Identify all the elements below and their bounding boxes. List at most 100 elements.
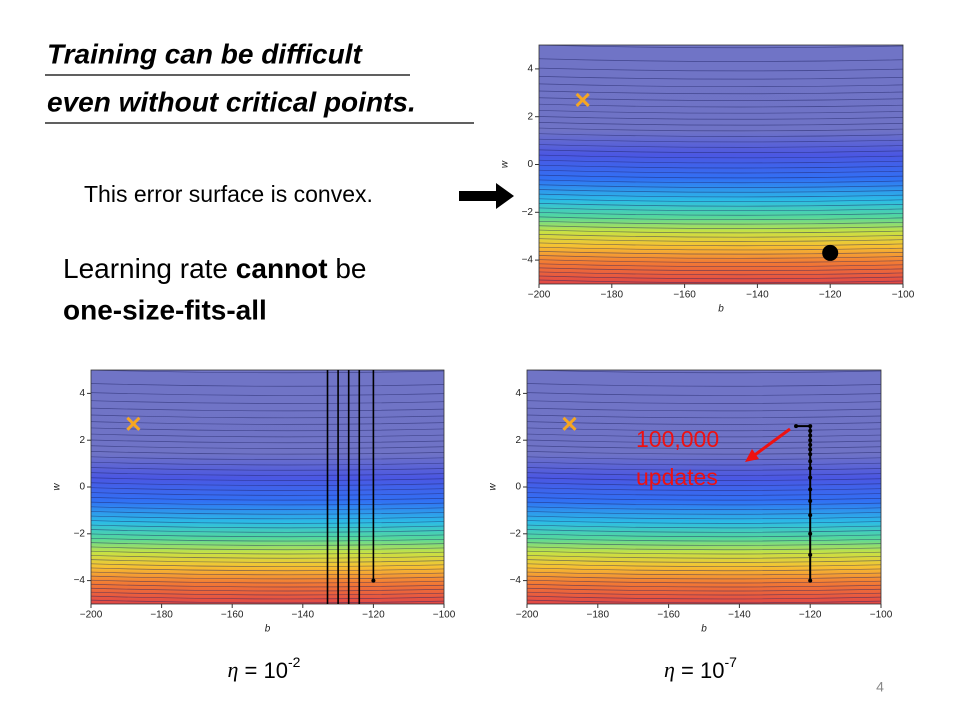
x-axis-label: b [701,624,707,635]
x-tick-label: −120 [819,290,842,301]
contour-line [91,400,444,404]
contour-line [527,575,881,580]
annotation: updates [636,464,718,490]
contour-plot: −200 −180 −160 −140 −120 −100 −4 −2 0 2 4 b w [52,369,456,635]
contour-line [91,524,444,529]
contour-line [527,439,881,444]
path-point [808,475,813,480]
contour-line [539,283,553,284]
minimum-marker [126,416,141,431]
contour-line [91,450,444,455]
contour-line [527,472,881,476]
contour-line [539,154,903,159]
contour-line [539,127,903,132]
contour-line [91,515,444,520]
contour-line [539,193,903,198]
contour-line [539,67,903,72]
contour-line [91,370,444,374]
contour-line [527,533,881,538]
contour-line [539,138,903,143]
contour-line [527,370,881,374]
convex-note: This error surface is convex. [84,181,373,207]
contour-line [527,563,881,567]
contour-line [527,392,881,396]
contour-line [539,110,903,114]
contour-line [527,537,881,542]
contour-line [539,225,903,229]
path-point [808,552,813,557]
contour-line [527,456,881,460]
contour-line [91,383,444,387]
contour-line [91,587,444,592]
path-group [794,424,813,583]
x-tick-label: −200 [528,290,551,301]
caption: η = 10-2 [228,654,301,683]
lr-text: Learning rate cannot be [63,253,367,284]
x-tick-label: −180 [601,290,624,301]
contour-line [539,116,903,120]
contour-line [539,212,903,216]
contour-line [91,506,444,510]
caption-exponent: -7 [724,654,737,670]
contour-line [539,246,903,251]
contour-line [539,234,903,238]
contour-line [539,267,903,272]
contour-line [527,529,881,533]
x-axis-label: b [718,304,724,315]
arrow [459,183,514,209]
path-point [371,578,376,583]
y-tick-label: 0 [515,482,521,493]
y-axis-label: w [52,483,63,491]
contour-line [527,461,881,466]
x-tick-label: −180 [150,610,173,621]
contour-line [91,537,444,542]
contour-line [527,542,881,546]
contour-line [91,407,444,412]
caption-exponent: -2 [288,654,301,670]
contour-line [91,603,104,604]
contour-line [527,524,881,529]
contour-line [527,501,881,506]
contour-line [91,599,444,604]
contour-line [91,467,444,471]
y-tick-label: 2 [515,435,521,446]
contour-line [91,511,444,515]
contour-line [91,542,444,546]
contour-line [539,169,903,174]
x-tick-label: −120 [799,610,822,621]
contour-line [539,159,903,164]
caption-text: = 10 [238,658,288,683]
contour-line [527,445,881,449]
y-tick-label: −2 [74,528,86,539]
caption: η = 10-7 [664,654,737,683]
contour-line [527,487,881,491]
path-point [808,428,813,433]
caption-symbol: η [228,657,239,682]
contour-plot: −200 −180 −160 −140 −120 −100 −4 −2 0 2 4 b w [500,44,915,315]
x-tick-label: −140 [292,610,315,621]
y-tick-label: 2 [527,111,533,122]
contour-line [91,477,444,481]
lr-text-part: be [328,253,367,284]
caption-symbol: η [664,657,675,682]
y-tick-label: −4 [522,255,534,266]
contour-lines [539,45,903,284]
contour-line [527,492,881,496]
contour-line [527,515,881,520]
caption-text: = 10 [675,658,725,683]
contour-line [527,477,881,481]
x-tick-label: −140 [746,290,769,301]
contour-line [527,450,881,455]
contour-line [539,97,903,101]
contour-line [527,407,881,412]
contour-line [527,571,881,576]
contour-line [527,511,881,515]
contour-line [539,184,903,188]
y-tick-label: −4 [74,575,86,586]
path-point [808,452,813,457]
contour-line [539,83,903,88]
contour-line [91,529,444,533]
contour-lines [527,370,881,604]
contour-line [91,487,444,491]
